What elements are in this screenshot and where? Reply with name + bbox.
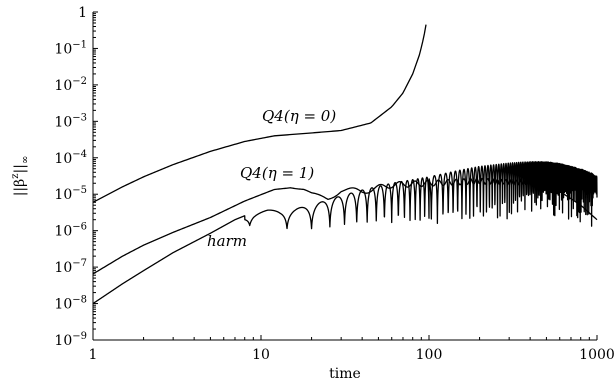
x-tick-label: 1 [89, 347, 98, 363]
y-tick-label: 10−9 [54, 331, 87, 349]
y-tick-label: 10−1 [54, 39, 87, 57]
x-tick-label: 10 [252, 347, 270, 363]
curve-label-harm: harm [207, 232, 247, 250]
x-tick-label: 1000 [579, 347, 615, 363]
y-tick-label: 10−7 [54, 258, 87, 276]
y-tick-label: 1 [78, 5, 87, 21]
y-tick-label: 10−4 [54, 149, 87, 167]
series-q4-eta0-line [92, 24, 427, 203]
x-tick-label: 100 [416, 347, 443, 363]
axes [92, 12, 597, 341]
curve-label-q4-eta1: Q4(η = 1) [240, 164, 314, 182]
ticks: 110−110−210−310−410−510−610−710−810−91 10… [54, 5, 614, 363]
y-axis-label: ||βz||∞ [10, 156, 31, 197]
y-tick-label: 10−2 [54, 76, 87, 94]
labels: Q4(η = 0) Q4(η = 1) harm [207, 107, 336, 250]
series-group [92, 24, 598, 305]
y-tick-label: 10−6 [54, 222, 87, 240]
y-tick-label: 10−3 [54, 112, 87, 130]
x-axis-label: time [329, 366, 361, 382]
y-tick-label: 10−5 [54, 185, 87, 203]
series-harm-line [92, 161, 598, 305]
y-tick-label: 10−8 [54, 295, 87, 313]
curve-label-q4-eta0: Q4(η = 0) [262, 107, 336, 125]
